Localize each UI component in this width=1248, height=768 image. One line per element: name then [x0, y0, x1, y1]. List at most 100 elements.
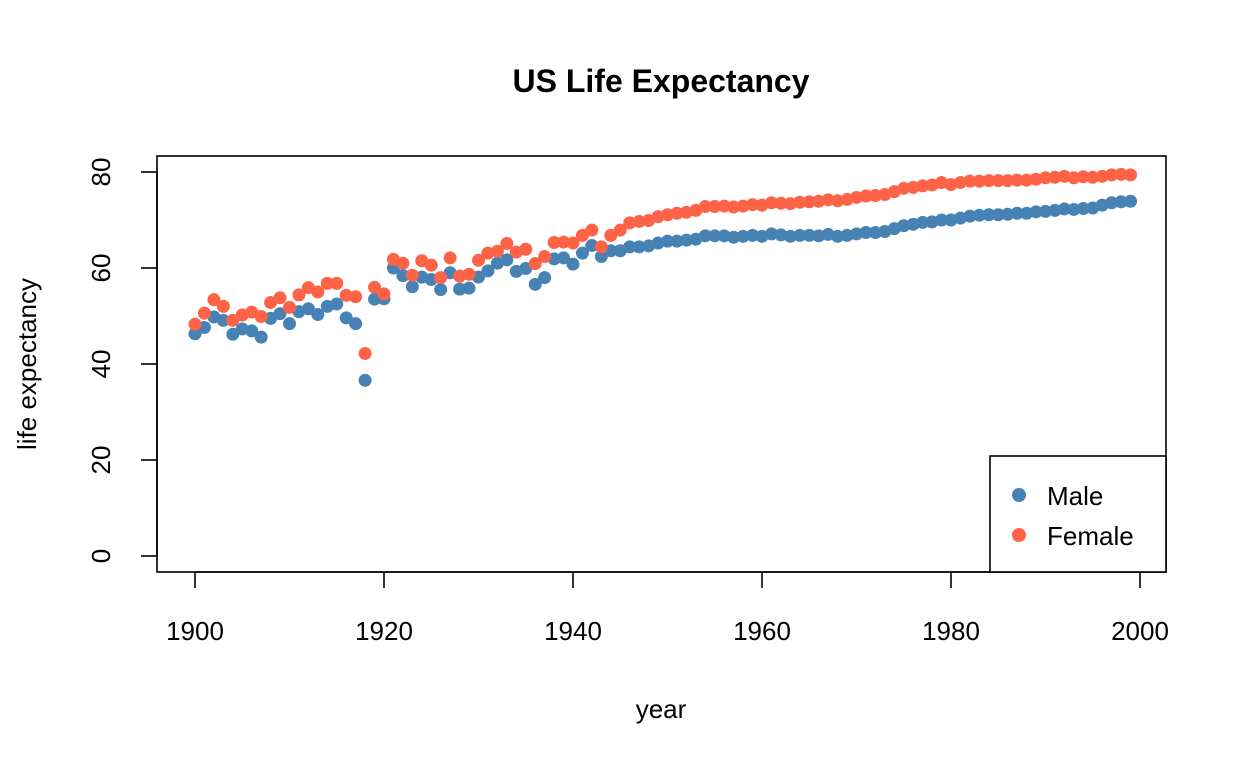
data-point-male [746, 228, 760, 242]
data-point-male [764, 227, 778, 241]
data-point-male [349, 317, 363, 331]
data-point-male [831, 229, 845, 243]
data-point-male [783, 229, 797, 243]
data-point-male [679, 233, 693, 247]
data-point-female [859, 189, 873, 203]
y-ticks: 0 20 40 60 80 [86, 158, 157, 563]
data-point-female [538, 249, 552, 263]
data-point-male [1124, 194, 1138, 208]
data-point-male [575, 246, 589, 260]
data-point-male [1001, 207, 1015, 221]
data-point-female [963, 174, 977, 188]
data-point-male [868, 225, 882, 239]
data-point-female [226, 313, 240, 327]
data-point-male [216, 313, 230, 327]
data-point-male [859, 225, 873, 239]
data-point-female [490, 244, 504, 258]
data-point-female [1105, 168, 1119, 182]
data-point-female [566, 236, 580, 250]
legend-marker-male [1012, 488, 1026, 502]
data-point-female [991, 174, 1005, 188]
y-tick-label: 60 [86, 254, 116, 283]
data-point-male [368, 292, 382, 306]
data-point-female [1124, 168, 1138, 182]
data-point-male [802, 228, 816, 242]
data-point-female [1039, 171, 1052, 185]
data-point-female [443, 251, 457, 265]
data-point-male [283, 317, 296, 331]
data-point-female [746, 198, 760, 212]
data-point-female [377, 287, 391, 301]
data-point-male [661, 234, 674, 248]
data-point-male [1029, 205, 1043, 219]
x-tick-label: 1900 [166, 616, 224, 646]
data-point-male [481, 264, 495, 278]
data-point-female [292, 288, 306, 302]
data-point-male [991, 208, 1005, 222]
data-point-female [528, 257, 542, 271]
data-point-male [226, 327, 240, 341]
data-point-female [273, 291, 287, 305]
data-point-female [368, 280, 382, 294]
data-point-male [1010, 206, 1024, 220]
data-point-male [311, 308, 325, 322]
data-point-female [717, 199, 731, 213]
data-point-male [670, 234, 684, 248]
y-tick-label: 20 [86, 446, 116, 475]
data-point-male [339, 311, 353, 325]
data-point-male [1105, 196, 1119, 210]
data-point-female [311, 285, 325, 299]
data-point-female [424, 258, 438, 272]
data-point-female [472, 253, 485, 267]
data-point-female [972, 174, 986, 188]
data-point-female [396, 256, 410, 270]
x-ticks: 1900 1920 1940 1960 1980 2000 [166, 572, 1169, 646]
data-point-female [764, 196, 778, 210]
chart-title: US Life Expectancy [513, 63, 810, 99]
data-points [188, 167, 1138, 387]
data-point-female [727, 200, 741, 214]
legend-box [989, 455, 1167, 573]
data-point-female [188, 317, 202, 331]
x-tick-label: 1940 [544, 616, 602, 646]
data-point-female [897, 181, 911, 195]
data-point-female [405, 268, 419, 282]
data-point-male [396, 269, 410, 283]
data-point-female [330, 276, 344, 290]
legend: Male Female [989, 455, 1167, 573]
data-point-male [557, 251, 571, 265]
data-point-male [1057, 202, 1071, 216]
data-point-male [453, 282, 467, 296]
data-point-female [519, 242, 533, 256]
data-point-female [557, 235, 571, 249]
data-point-female [632, 214, 646, 228]
data-point-female [349, 290, 363, 304]
data-point-female [575, 228, 589, 242]
data-point-female [434, 271, 448, 285]
legend-label-male: Male [1047, 481, 1103, 511]
data-point-female [358, 346, 372, 360]
data-point-male [632, 240, 646, 254]
data-point-female [774, 196, 788, 210]
data-point-female [207, 293, 221, 307]
data-point-female [982, 174, 996, 188]
data-point-male [916, 215, 930, 229]
y-tick-label: 80 [86, 158, 116, 187]
data-point-male [1039, 204, 1052, 218]
data-point-female [500, 237, 514, 251]
x-tick-label: 1960 [733, 616, 791, 646]
data-point-female [1020, 173, 1034, 187]
data-point-male [254, 330, 268, 344]
data-point-male [434, 283, 448, 297]
x-axis-label: year [636, 694, 687, 724]
data-point-female [868, 189, 882, 203]
data-point-male [793, 228, 807, 242]
data-point-male [708, 229, 722, 243]
data-point-male [358, 373, 372, 387]
data-point-female [1001, 174, 1015, 188]
data-point-male [301, 302, 315, 316]
data-point-female [1086, 170, 1100, 184]
data-point-male [736, 229, 750, 243]
data-point-male [594, 249, 608, 263]
